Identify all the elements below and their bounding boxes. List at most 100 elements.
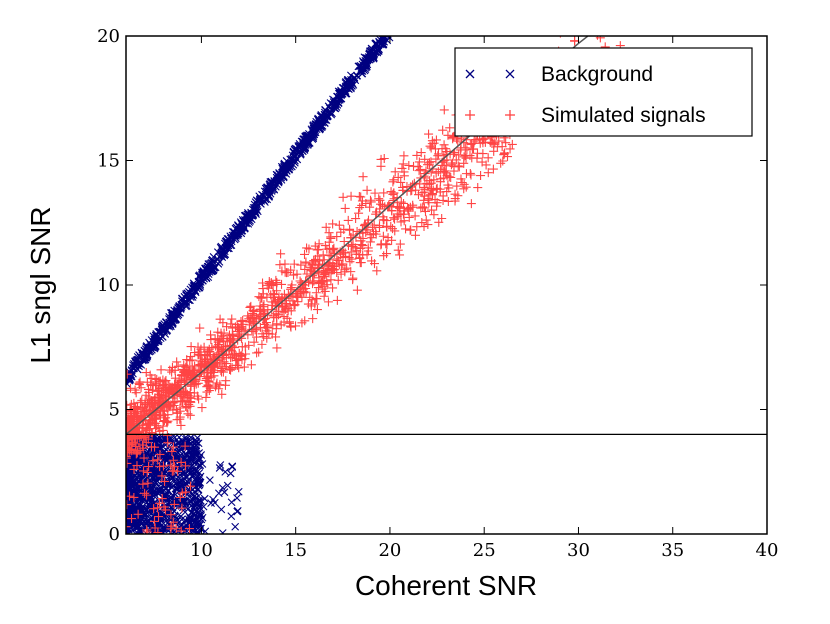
background-point xyxy=(188,466,197,475)
background-point xyxy=(204,270,213,278)
signal-point xyxy=(289,259,299,269)
signal-point xyxy=(195,323,205,333)
signal-point xyxy=(355,203,365,213)
background-point xyxy=(206,476,214,485)
signal-point xyxy=(393,245,403,255)
background-point xyxy=(226,234,235,243)
signal-point xyxy=(438,125,448,135)
background-point xyxy=(218,244,226,253)
signal-point xyxy=(276,320,286,330)
signal-point xyxy=(159,386,169,396)
signal-point xyxy=(415,164,425,174)
signal-point xyxy=(418,202,428,212)
signal-point xyxy=(306,264,316,274)
signal-point xyxy=(338,192,348,202)
signal-point xyxy=(202,387,212,397)
signal-point xyxy=(355,253,365,263)
signal-point xyxy=(406,225,416,235)
background-point xyxy=(136,517,145,526)
signal-point xyxy=(195,347,205,357)
signal-point xyxy=(141,405,151,415)
signal-point xyxy=(220,380,230,390)
signal-point xyxy=(451,155,461,165)
background-point xyxy=(387,28,394,35)
signal-point xyxy=(446,172,456,182)
signal-point xyxy=(280,259,290,269)
background-point xyxy=(233,507,242,516)
background-point xyxy=(318,121,327,130)
background-point xyxy=(149,487,158,496)
background-point xyxy=(150,489,159,498)
background-point xyxy=(371,39,380,48)
background-point xyxy=(165,514,174,523)
background-point xyxy=(158,326,166,334)
signal-point xyxy=(252,348,262,358)
signal-point xyxy=(396,177,406,187)
signal-point xyxy=(324,228,334,238)
signal-point xyxy=(189,388,199,398)
background-point xyxy=(249,210,257,218)
signal-point xyxy=(345,225,355,235)
signal-point xyxy=(302,243,312,253)
signal-point xyxy=(424,129,434,139)
signal-point xyxy=(126,399,136,409)
signal-point xyxy=(263,323,273,333)
signal-point xyxy=(126,369,132,379)
signal-point xyxy=(355,243,365,253)
signal-point xyxy=(499,149,509,159)
background-point xyxy=(272,173,281,182)
signal-point xyxy=(126,446,136,456)
signal-point xyxy=(169,499,179,509)
background-point xyxy=(334,99,343,108)
signal-point xyxy=(365,195,375,205)
signal-point xyxy=(336,269,346,279)
signal-point xyxy=(144,462,154,472)
signal-point xyxy=(297,318,307,328)
background-point xyxy=(347,78,356,86)
background-point xyxy=(226,469,235,478)
background-point xyxy=(196,282,205,290)
signal-point xyxy=(419,222,429,232)
background-point xyxy=(231,522,240,531)
signal-point xyxy=(399,198,409,208)
signal-point xyxy=(466,199,476,209)
signal-point xyxy=(156,365,166,375)
background-point xyxy=(146,505,155,514)
signal-point xyxy=(163,401,173,411)
signal-point xyxy=(331,260,341,270)
signal-point xyxy=(292,269,302,279)
background-point xyxy=(188,452,196,461)
background-point xyxy=(384,26,391,33)
signal-point xyxy=(153,503,163,513)
x-axis-title: Coherent SNR xyxy=(355,570,537,601)
signal-point xyxy=(256,293,266,303)
background-point xyxy=(287,162,296,171)
signal-point xyxy=(194,349,204,359)
signal-point xyxy=(414,166,424,176)
signal-point xyxy=(314,276,324,286)
signal-point xyxy=(431,184,441,194)
signal-point xyxy=(264,279,274,289)
signal-point xyxy=(319,281,329,291)
signal-point xyxy=(498,156,508,166)
signal-point xyxy=(374,194,384,204)
signal-point xyxy=(311,294,321,304)
signal-point xyxy=(623,22,632,31)
background-point xyxy=(200,494,209,503)
signal-point xyxy=(201,351,211,361)
signal-point xyxy=(143,384,153,394)
background-point xyxy=(137,505,146,514)
signal-point xyxy=(157,471,167,481)
signal-point xyxy=(272,343,282,353)
signal-point xyxy=(180,388,190,398)
signal-point xyxy=(405,202,415,212)
signal-point xyxy=(130,402,140,412)
signal-point xyxy=(427,205,437,215)
x-tick-label: 15 xyxy=(284,540,307,561)
signal-point xyxy=(319,291,329,301)
signal-point xyxy=(136,412,146,422)
background-point xyxy=(218,529,227,534)
signal-point xyxy=(367,222,377,232)
signal-point xyxy=(130,385,140,395)
signal-point xyxy=(153,423,163,433)
